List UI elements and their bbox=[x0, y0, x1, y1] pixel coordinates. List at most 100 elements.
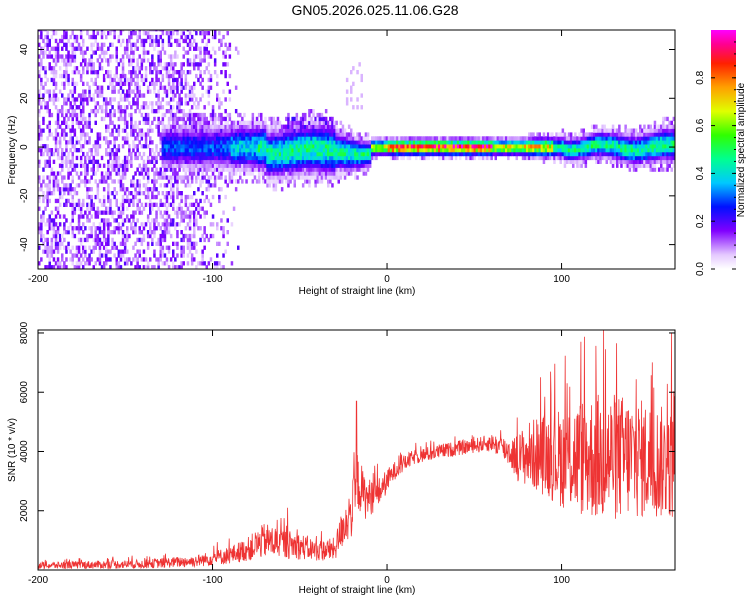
spectrogram-cell bbox=[82, 257, 85, 262]
spectrogram-cell bbox=[255, 136, 259, 141]
spectrogram-cell bbox=[224, 140, 227, 145]
spectrogram-cell bbox=[178, 97, 181, 102]
spectrogram-cell bbox=[132, 183, 135, 188]
spectrogram-cell bbox=[662, 140, 665, 145]
spectrogram-cell bbox=[421, 151, 424, 157]
spectrogram-cell bbox=[551, 136, 554, 141]
spectrogram-cell bbox=[126, 230, 129, 235]
spectrogram-cell bbox=[308, 124, 311, 129]
spectrogram-cell bbox=[40, 128, 43, 133]
spectrogram-cell bbox=[52, 179, 56, 184]
spectrogram-cell bbox=[123, 140, 127, 145]
spectrogram-cell bbox=[230, 167, 234, 172]
spectrogram-cell bbox=[38, 42, 41, 47]
spectrogram-cell bbox=[52, 230, 56, 235]
spectrogram-cell bbox=[115, 54, 118, 59]
spectrogram-cell bbox=[343, 151, 347, 157]
spectrogram-cell bbox=[63, 202, 66, 207]
spectrogram-cell bbox=[301, 120, 305, 125]
spectrogram-cell bbox=[331, 116, 334, 122]
spectrogram-cell bbox=[195, 159, 198, 164]
spectrogram-cell bbox=[144, 136, 148, 141]
spectrogram-cell bbox=[96, 101, 100, 106]
spectrogram-cell bbox=[42, 233, 45, 239]
spectrogram-cell bbox=[142, 81, 146, 86]
spectrogram-cell bbox=[88, 116, 91, 122]
spectrogram-cell bbox=[611, 163, 615, 168]
spectrogram-cell bbox=[461, 140, 464, 145]
spectrogram-cell bbox=[391, 140, 395, 145]
spectrogram-cell bbox=[190, 241, 194, 246]
spectrogram-cell bbox=[308, 179, 311, 184]
spectrogram-cell bbox=[117, 109, 121, 114]
spectrogram-cell bbox=[98, 230, 102, 235]
spectrogram-cell bbox=[38, 261, 41, 266]
spectrogram-cell bbox=[199, 155, 202, 161]
spectrogram-cell bbox=[121, 62, 125, 67]
spectrogram-cell bbox=[230, 132, 234, 137]
spectrogram-cell bbox=[58, 140, 62, 145]
spectrogram-cell bbox=[253, 124, 257, 129]
spectrogram-cell bbox=[73, 54, 77, 59]
spectrogram-cell bbox=[73, 109, 77, 114]
spectrogram-cell bbox=[42, 30, 45, 32]
spectrogram-cell bbox=[394, 148, 397, 153]
spectrogram-cell bbox=[649, 140, 652, 145]
spectrogram-cell bbox=[590, 155, 594, 161]
spectrogram-cell bbox=[329, 175, 332, 180]
spectrogram-cell bbox=[151, 148, 154, 153]
spectrogram-cell bbox=[73, 89, 77, 94]
spectrogram-cell bbox=[578, 151, 581, 157]
spectrogram-cell bbox=[360, 140, 363, 145]
spectrogram-cell bbox=[167, 101, 171, 106]
spectrogram-cell bbox=[264, 124, 267, 129]
spectrogram-cell bbox=[427, 144, 430, 149]
spectrogram-cell bbox=[48, 261, 51, 266]
spectrogram-cell bbox=[157, 109, 160, 114]
spectrogram-cell bbox=[105, 175, 108, 180]
spectrogram-cell bbox=[67, 77, 70, 83]
spectrogram-cell bbox=[285, 151, 288, 157]
spectrogram-cell bbox=[304, 163, 307, 168]
spectrogram-cell bbox=[77, 175, 81, 180]
spectrogram-cell bbox=[163, 167, 167, 172]
spectrogram-cell bbox=[186, 183, 190, 188]
spectrogram-cell bbox=[172, 241, 175, 246]
spectrogram-cell bbox=[440, 155, 443, 161]
spectrogram-cell bbox=[40, 50, 43, 55]
spectrogram-cell bbox=[56, 187, 60, 192]
spectrogram-cell bbox=[304, 167, 307, 172]
spectrogram-cell bbox=[113, 30, 116, 32]
spectrogram-cell bbox=[46, 38, 49, 44]
spectrogram-cell bbox=[220, 112, 223, 118]
spectrogram-cell bbox=[314, 120, 317, 125]
spectrogram-cell bbox=[285, 167, 288, 172]
spectrogram-cell bbox=[136, 136, 139, 141]
spectrogram-cell bbox=[645, 128, 648, 133]
spectrogram-cell bbox=[586, 155, 590, 161]
spectrogram-cell bbox=[140, 144, 144, 149]
spectrogram-cell bbox=[567, 155, 571, 161]
spectrogram-cell bbox=[201, 132, 204, 137]
spectrogram-cell bbox=[109, 198, 112, 204]
spectrogram-cell bbox=[54, 73, 58, 79]
spectrogram-cell bbox=[90, 62, 93, 67]
spectrogram-cell bbox=[130, 159, 133, 164]
spectrogram-cell bbox=[109, 31, 112, 36]
spectrogram-cell bbox=[482, 151, 485, 157]
spectrogram-cell bbox=[297, 144, 301, 149]
spectrogram-cell bbox=[119, 77, 123, 83]
spectrogram-cell bbox=[394, 155, 397, 161]
spectrogram-cell bbox=[44, 159, 47, 164]
spectrogram-cell bbox=[492, 148, 495, 153]
spectrogram-cell bbox=[96, 167, 100, 172]
spectrogram-cell bbox=[394, 136, 397, 141]
spectrogram-cell bbox=[121, 198, 125, 204]
spectrogram-cell bbox=[165, 128, 169, 133]
spectrogram-cell bbox=[84, 124, 87, 129]
spectrogram-cell bbox=[159, 202, 162, 207]
spectrogram-cell bbox=[107, 210, 110, 215]
spectrogram-cell bbox=[111, 54, 114, 59]
spectrogram-cell bbox=[207, 151, 211, 157]
spectrogram-cell bbox=[603, 144, 606, 149]
